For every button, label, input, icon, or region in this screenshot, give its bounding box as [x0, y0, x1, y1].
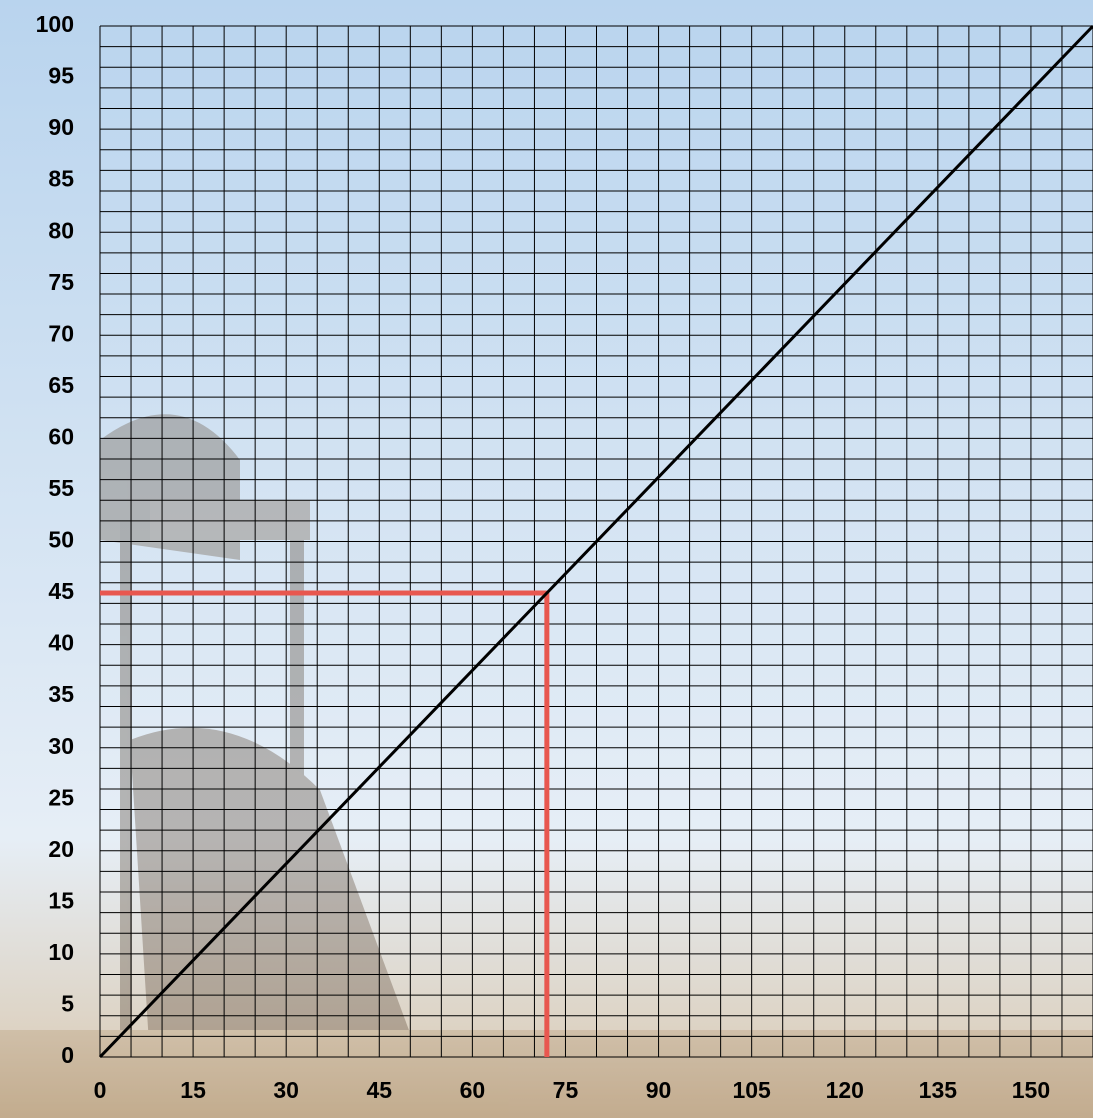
y-tick-label: 15: [48, 887, 74, 913]
y-tick-label: 30: [48, 733, 74, 759]
x-tick-label: 15: [180, 1077, 206, 1103]
y-tick-label: 60: [48, 423, 74, 449]
y-tick-label: 90: [48, 114, 74, 140]
y-tick-label: 5: [61, 991, 74, 1017]
y-tick-label: 65: [48, 372, 74, 398]
y-tick-label: 35: [48, 681, 74, 707]
x-tick-label: 60: [460, 1077, 486, 1103]
y-tick-label: 50: [48, 527, 74, 553]
y-tick-label: 55: [48, 475, 74, 501]
y-tick-label: 80: [48, 217, 74, 243]
y-tick-label: 100: [36, 11, 74, 37]
y-tick-label: 0: [61, 1042, 74, 1068]
x-tick-label: 45: [366, 1077, 392, 1103]
y-tick-label: 70: [48, 320, 74, 346]
y-tick-label: 25: [48, 784, 74, 810]
y-tick-label: 95: [48, 63, 74, 89]
data-line: [98, 24, 1093, 1059]
y-tick-label: 40: [48, 630, 74, 656]
y-tick-label: 75: [48, 269, 74, 295]
y-tick-label: 45: [48, 578, 74, 604]
y-tick-label: 10: [48, 939, 74, 965]
x-tick-label: 120: [826, 1077, 864, 1103]
y-tick-label: 85: [48, 166, 74, 192]
x-tick-label: 135: [919, 1077, 958, 1103]
x-tick-label: 0: [94, 1077, 107, 1103]
x-tick-label: 90: [646, 1077, 672, 1103]
x-tick-label: 75: [553, 1077, 579, 1103]
x-tick-label: 30: [273, 1077, 299, 1103]
y-tick-label: 20: [48, 836, 74, 862]
x-tick-label: 105: [732, 1077, 771, 1103]
x-tick-label: 150: [1012, 1077, 1050, 1103]
